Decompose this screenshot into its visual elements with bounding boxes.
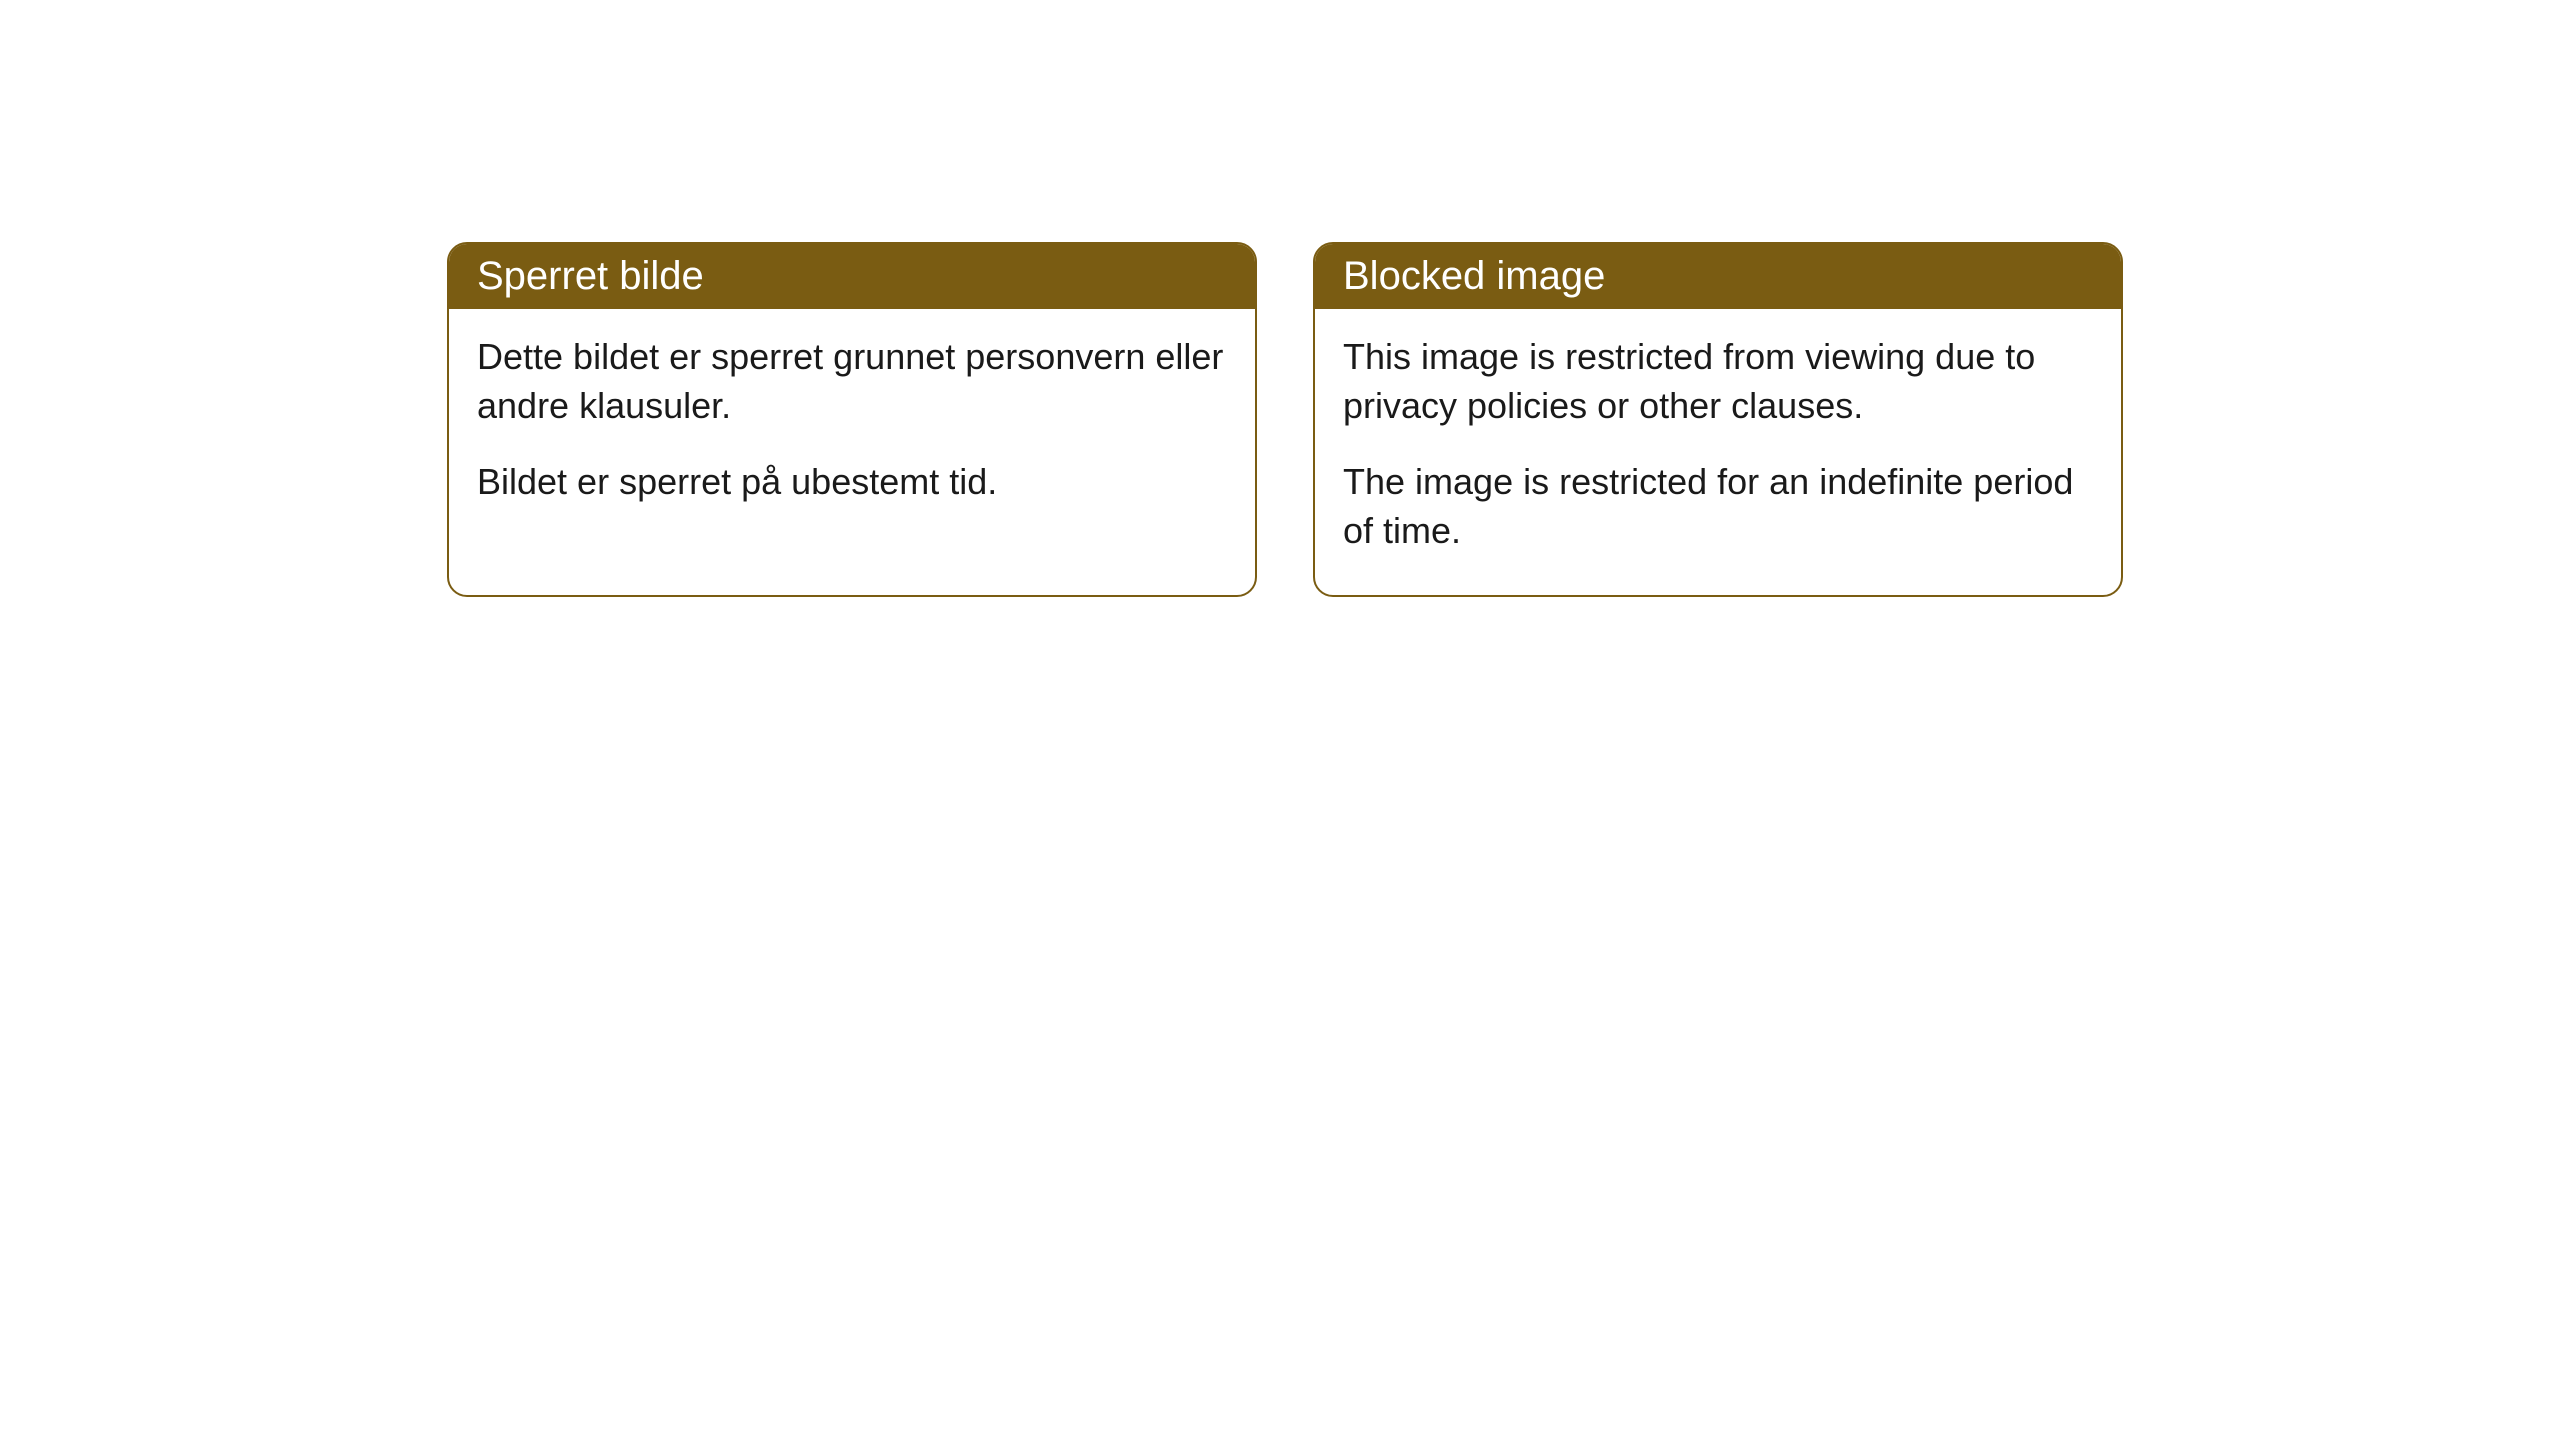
card-paragraph: The image is restricted for an indefinit… [1343,458,2093,555]
card-body: This image is restricted from viewing du… [1315,309,2121,595]
blocked-image-card-no: Sperret bilde Dette bildet er sperret gr… [447,242,1257,597]
card-title: Sperret bilde [477,254,704,298]
card-paragraph: Dette bildet er sperret grunnet personve… [477,333,1227,430]
cards-container: Sperret bilde Dette bildet er sperret gr… [447,242,2560,597]
card-paragraph: This image is restricted from viewing du… [1343,333,2093,430]
card-header: Sperret bilde [449,244,1255,309]
card-header: Blocked image [1315,244,2121,309]
blocked-image-card-en: Blocked image This image is restricted f… [1313,242,2123,597]
card-body: Dette bildet er sperret grunnet personve… [449,309,1255,547]
card-title: Blocked image [1343,254,1605,298]
card-paragraph: Bildet er sperret på ubestemt tid. [477,458,1227,507]
